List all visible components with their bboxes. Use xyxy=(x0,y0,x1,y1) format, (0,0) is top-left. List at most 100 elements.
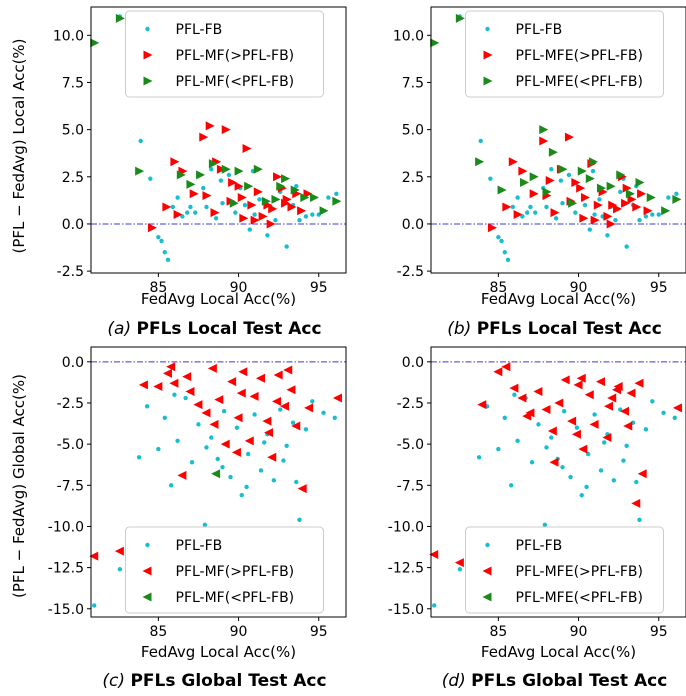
data-point xyxy=(266,219,276,229)
data-point xyxy=(550,208,560,218)
data-point xyxy=(499,238,504,244)
data-point xyxy=(606,219,616,229)
data-point xyxy=(529,172,539,182)
data-point xyxy=(193,210,198,215)
data-point xyxy=(613,217,618,223)
data-point xyxy=(634,378,644,388)
data-point xyxy=(220,200,225,206)
x-tick-label: 85 xyxy=(149,280,167,296)
data-point xyxy=(533,386,543,396)
data-point xyxy=(611,478,617,483)
data-point xyxy=(643,206,653,216)
x-tick-label: 85 xyxy=(489,280,507,296)
data-point xyxy=(593,200,603,210)
series-2 xyxy=(430,13,682,216)
data-point xyxy=(626,388,636,398)
y-tick-label: 2.5 xyxy=(402,170,424,186)
data-point xyxy=(115,13,125,23)
y-tick-label: -2.5 xyxy=(397,264,424,280)
x-axis-label: FedAvg Local Acc(%) xyxy=(141,643,296,661)
legend-label: PFL-MF(>PFL-FB) xyxy=(176,48,295,64)
y-tick-label: -12.5 xyxy=(388,561,424,577)
data-point xyxy=(258,468,264,473)
data-point xyxy=(249,391,259,401)
data-point xyxy=(286,385,296,395)
data-point xyxy=(265,233,270,238)
plot-frame xyxy=(430,6,686,274)
data-point xyxy=(650,212,655,217)
data-point xyxy=(236,388,246,398)
data-point xyxy=(505,257,511,262)
y-tick-label: 10.0 xyxy=(393,28,424,44)
data-point xyxy=(547,426,557,436)
legend-marker xyxy=(145,26,150,32)
data-point xyxy=(281,198,291,208)
data-point xyxy=(182,372,192,382)
legend-label: PFL-MF(<PFL-FB) xyxy=(176,590,295,606)
data-point xyxy=(560,464,565,470)
data-point xyxy=(221,164,231,174)
data-point xyxy=(262,440,267,445)
x-tick-label: 95 xyxy=(650,280,668,296)
data-point xyxy=(300,193,310,203)
y-tick-label: -2.5 xyxy=(397,396,424,412)
legend-label: PFL-MFE(>PFL-FB) xyxy=(516,48,644,64)
legend-marker xyxy=(145,542,150,548)
series-1 xyxy=(89,362,342,561)
data-point xyxy=(252,412,257,417)
data-point xyxy=(185,210,190,215)
data-point xyxy=(144,404,150,409)
legend-label: PFL-FB xyxy=(516,538,563,554)
data-point xyxy=(585,174,595,184)
data-point xyxy=(544,445,549,450)
data-point xyxy=(622,183,632,193)
data-point xyxy=(136,455,142,460)
data-point xyxy=(218,178,224,183)
data-point xyxy=(242,202,248,208)
data-point xyxy=(189,460,195,465)
legend-marker xyxy=(482,566,492,576)
data-point xyxy=(656,212,661,217)
data-point xyxy=(643,214,649,219)
data-point xyxy=(114,546,124,556)
data-point xyxy=(215,456,220,462)
data-point xyxy=(297,517,302,523)
data-point xyxy=(597,183,606,193)
y-tick-label: -5.0 xyxy=(57,437,84,453)
y-tick-label: -15.0 xyxy=(388,602,424,618)
data-point xyxy=(568,198,578,208)
data-point xyxy=(148,176,153,181)
legend-label: PFL-MFE(<PFL-FB) xyxy=(516,74,644,90)
data-point xyxy=(166,362,176,372)
legend-label: PFL-MFE(<PFL-FB) xyxy=(516,590,644,606)
data-point xyxy=(554,398,564,408)
data-point xyxy=(310,212,315,217)
y-tick-label: -12.5 xyxy=(48,561,84,577)
data-point xyxy=(661,410,666,416)
data-point xyxy=(209,435,214,440)
data-point xyxy=(209,419,219,429)
data-point xyxy=(558,178,564,183)
data-point xyxy=(589,419,599,429)
legend-marker xyxy=(483,50,493,60)
x-tick-label: 90 xyxy=(230,624,248,640)
chart-panel-d: 85 90 95 -15.0 -12.5 -10.0 -7.5 -5.0 -2.5 0.0 FedA… xyxy=(388,346,686,691)
data-point xyxy=(297,217,302,223)
data-point xyxy=(276,181,286,191)
y-tick-label: -10.0 xyxy=(388,519,424,535)
chart-panel-a: 85 90 95 -2.5 0.0 2.5 5.0 7.5 10.0 FedAvg Local A… xyxy=(53,6,347,339)
data-point xyxy=(201,185,206,191)
data-point xyxy=(332,393,342,403)
data-point xyxy=(196,170,206,180)
data-point xyxy=(135,166,145,176)
series-1 xyxy=(429,362,682,568)
data-point xyxy=(159,238,164,244)
data-point xyxy=(621,458,626,463)
data-point xyxy=(234,425,240,430)
data-point xyxy=(631,498,641,508)
data-point xyxy=(602,433,612,443)
chart-panel-c: 85 90 95 -15.0 -12.5 -10.0 -7.5 -5.0 -2.5 0.0 FedA… xyxy=(48,346,347,691)
data-point xyxy=(613,204,623,214)
data-point xyxy=(561,409,567,414)
series-1 xyxy=(487,132,653,233)
